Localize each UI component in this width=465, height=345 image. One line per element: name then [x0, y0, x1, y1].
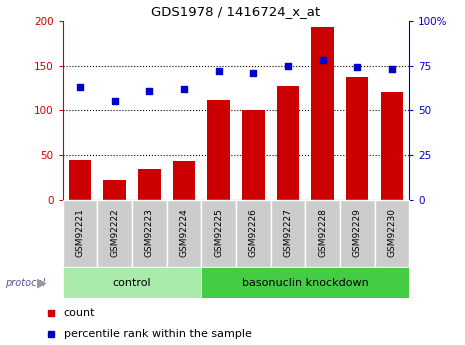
Text: count: count: [64, 308, 95, 318]
Bar: [346, 77, 368, 200]
Text: ▶: ▶: [37, 276, 47, 289]
Point: [284, 63, 292, 68]
Bar: [138, 169, 160, 200]
Point: [353, 65, 361, 70]
Point: [319, 57, 326, 63]
Bar: [201, 200, 236, 267]
Text: GSM92229: GSM92229: [353, 208, 362, 257]
Bar: [381, 91, 403, 200]
Point: [146, 88, 153, 93]
Bar: [340, 200, 374, 267]
Bar: [69, 160, 91, 200]
Bar: [98, 200, 132, 267]
Text: GSM92222: GSM92222: [110, 208, 119, 257]
Bar: [201, 267, 409, 298]
Bar: [271, 200, 305, 267]
Text: protocol: protocol: [5, 278, 45, 288]
Point: [250, 70, 257, 76]
Text: percentile rank within the sample: percentile rank within the sample: [64, 329, 252, 338]
Text: GSM92225: GSM92225: [214, 208, 223, 257]
Bar: [305, 200, 340, 267]
Point: [388, 66, 396, 72]
Bar: [132, 200, 166, 267]
Text: GSM92221: GSM92221: [76, 208, 85, 257]
Text: control: control: [113, 278, 152, 288]
Text: GSM92228: GSM92228: [318, 208, 327, 257]
Title: GDS1978 / 1416724_x_at: GDS1978 / 1416724_x_at: [152, 5, 320, 18]
Bar: [63, 200, 98, 267]
Point: [215, 68, 222, 74]
Text: GSM92226: GSM92226: [249, 208, 258, 257]
Bar: [63, 267, 201, 298]
Bar: [236, 200, 271, 267]
Bar: [312, 27, 334, 200]
Point: [180, 86, 188, 92]
Point: [76, 84, 84, 90]
Bar: [207, 100, 230, 200]
Text: basonuclin knockdown: basonuclin knockdown: [242, 278, 369, 288]
Bar: [375, 200, 409, 267]
Text: GSM92230: GSM92230: [387, 208, 396, 257]
Bar: [104, 180, 126, 200]
Bar: [173, 161, 195, 200]
Bar: [167, 200, 201, 267]
Bar: [242, 109, 265, 200]
Text: GSM92224: GSM92224: [179, 208, 188, 257]
Bar: [277, 86, 299, 200]
Text: GSM92227: GSM92227: [284, 208, 292, 257]
Text: GSM92223: GSM92223: [145, 208, 154, 257]
Point: [111, 99, 119, 104]
